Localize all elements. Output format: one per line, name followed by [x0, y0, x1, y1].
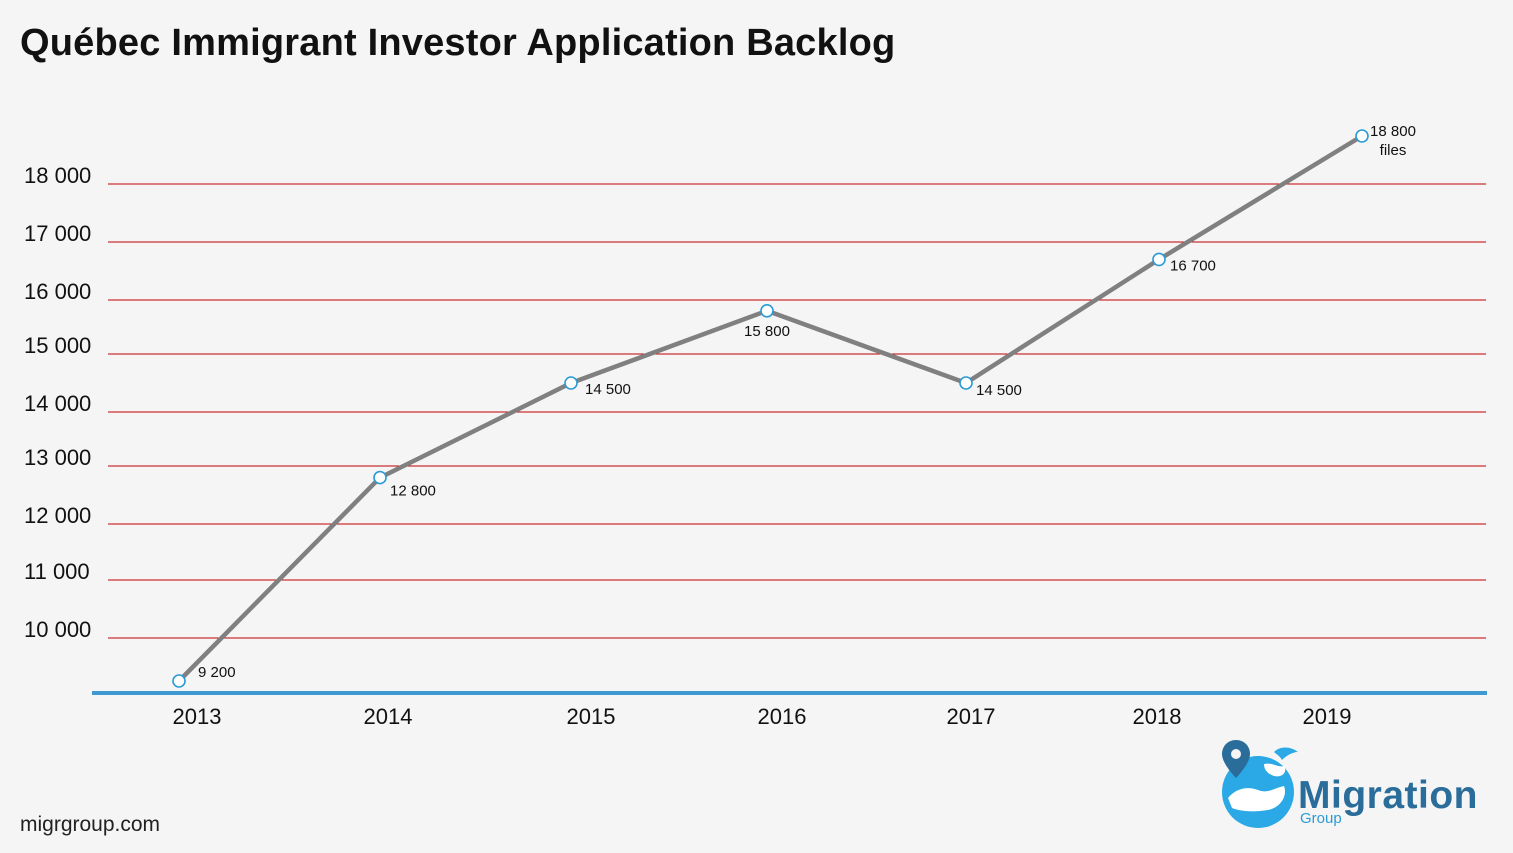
- y-tick-label: 11 000: [24, 559, 90, 584]
- data-labels: 9 200 12 800 14 500 15 800 14 500 16 700 18 80…: [198, 123, 1416, 681]
- data-label: 9 200: [198, 664, 236, 681]
- logo-subtitle: Group: [1300, 810, 1342, 827]
- x-tick-label: 2018: [1133, 704, 1182, 729]
- y-tick-label: 17 000: [24, 221, 91, 246]
- x-tick-label: 2014: [364, 704, 413, 729]
- data-markers: [172, 129, 1369, 688]
- series-line: [176, 133, 1365, 684]
- y-tick-label: 15 000: [24, 333, 91, 358]
- data-point: [959, 376, 973, 390]
- data-point: [373, 470, 387, 485]
- data-label: 18 800 files: [1370, 123, 1416, 159]
- y-axis-ticks: 10 000 11 000 12 000 13 000 14 000 15 000 16 0…: [24, 163, 91, 642]
- x-tick-label: 2019: [1303, 704, 1352, 729]
- data-point: [564, 376, 578, 390]
- x-axis-ticks: 2013 2014 2015 2016 2017 2018 2019: [173, 704, 1352, 729]
- data-point: [760, 303, 774, 318]
- site-url[interactable]: migrgroup.com: [20, 813, 161, 836]
- x-tick-label: 2013: [173, 704, 222, 729]
- y-tick-label: 13 000: [24, 445, 91, 470]
- y-tick-label: 14 000: [24, 391, 91, 416]
- data-label: 14 500: [976, 382, 1022, 399]
- data-point: [172, 674, 186, 688]
- x-tick-label: 2016: [758, 704, 807, 729]
- y-tick-label: 18 000: [24, 163, 91, 188]
- x-tick-label: 2015: [567, 704, 616, 729]
- data-label: 15 800: [744, 323, 790, 340]
- x-tick-label: 2017: [947, 704, 996, 729]
- data-label: 14 500: [585, 381, 631, 398]
- y-tick-label: 10 000: [24, 617, 91, 642]
- data-label: 12 800: [390, 483, 436, 500]
- logo-wordmark: Migration: [1298, 774, 1478, 817]
- gridlines: [108, 183, 1486, 639]
- data-point: [1355, 129, 1369, 143]
- chart-title: Québec Immigrant Investor Application Ba…: [20, 22, 896, 64]
- globe-pin-icon: [1222, 740, 1298, 828]
- data-point: [1152, 252, 1166, 267]
- y-tick-label: 16 000: [24, 279, 91, 304]
- y-tick-label: 12 000: [24, 503, 91, 528]
- migration-group-logo: Migration Group: [1218, 738, 1498, 838]
- data-label: 16 700: [1170, 257, 1216, 274]
